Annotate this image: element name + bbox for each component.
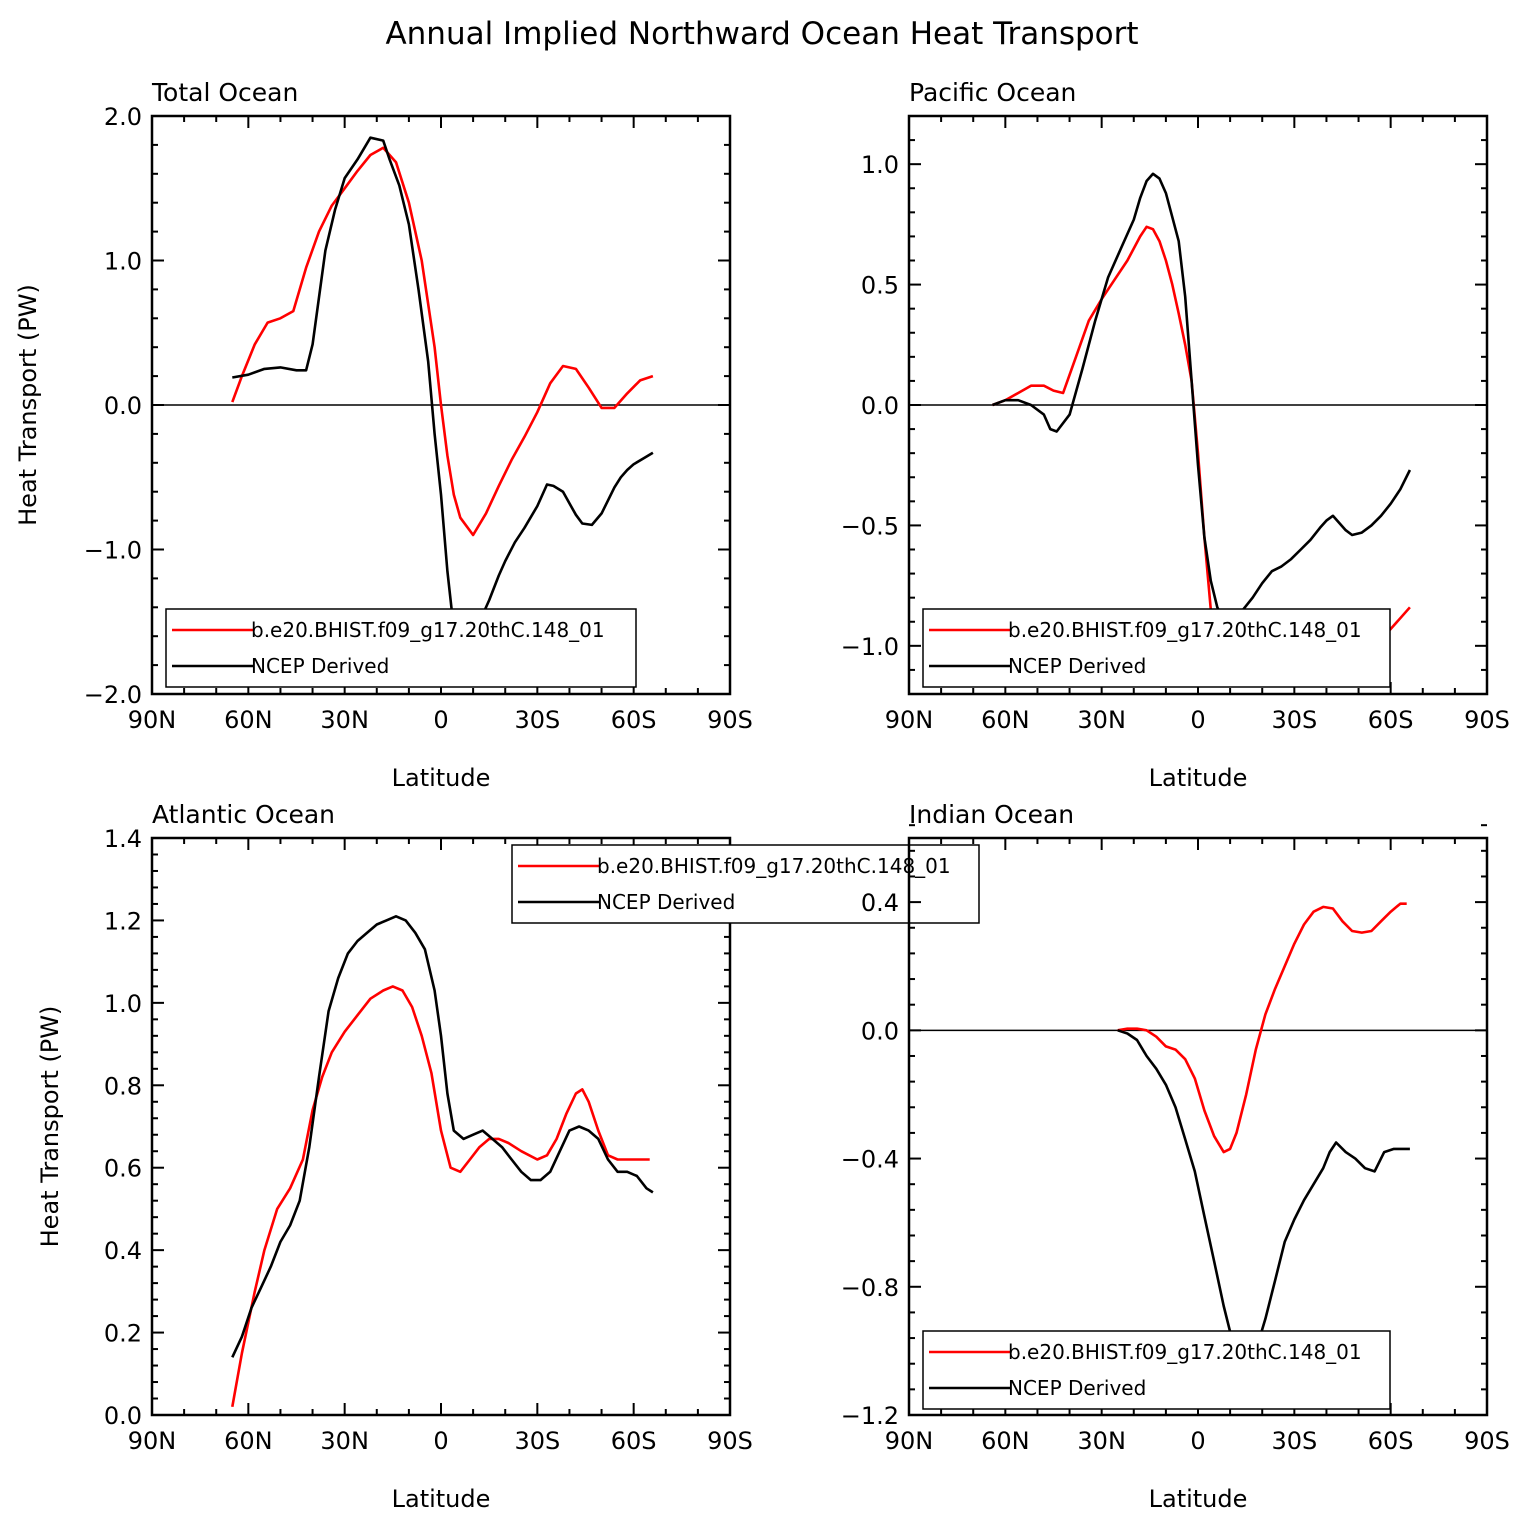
legend-label: NCEP Derived xyxy=(251,654,389,678)
legend-label: NCEP Derived xyxy=(1008,1376,1146,1400)
y-tick-label: −0.8 xyxy=(841,1274,899,1302)
y-axis-label: Heat Transport (PW) xyxy=(14,284,42,526)
y-tick-label: 0.8 xyxy=(104,1072,142,1100)
y-tick-label: 0.0 xyxy=(861,1017,899,1045)
x-axis-label: Latitude xyxy=(1149,764,1248,792)
legend: b.e20.BHIST.f09_g17.20thC.148_01 NCEP Der… xyxy=(511,844,980,924)
y-tick-label: −0.4 xyxy=(841,1146,899,1174)
panels: Total Ocean 90N 60N 30N 0 30S 60S 90S −2.0 −1.0 0.… xyxy=(14,78,1510,1513)
panel-indian-ocean: Indian Ocean 90N 60N 30N 0 30S 60S 90S −1.2 −0.8 −… xyxy=(841,800,1510,1513)
x-tick-label: 90N xyxy=(128,706,177,734)
y-tick-label: 0.6 xyxy=(104,1155,142,1183)
x-axis-label: Latitude xyxy=(392,764,491,792)
panel-atlantic-ocean: Atlantic Ocean 90N 60N 30N 0 30S 60S 90S 0.0 0.2 0… xyxy=(36,800,980,1513)
x-tick-label: 60S xyxy=(611,706,657,734)
x-tick-label: 90N xyxy=(885,1427,934,1455)
y-tick-label: 1.0 xyxy=(104,248,142,276)
legend-box xyxy=(922,1330,1391,1410)
y-tick-label: −0.5 xyxy=(841,512,899,540)
y-tick-label: 1.0 xyxy=(861,151,899,179)
series-line-ncep xyxy=(992,172,1412,626)
x-tick-label: 90S xyxy=(707,1427,753,1455)
legend: b.e20.BHIST.f09_g17.20thC.148_01 NCEP Der… xyxy=(922,608,1391,688)
legend: b.e20.BHIST.f09_g17.20thC.148_01 NCEP Der… xyxy=(922,1330,1391,1410)
legend-label: b.e20.BHIST.f09_g17.20thC.148_01 xyxy=(597,854,951,878)
x-tick-label: 30N xyxy=(1077,706,1126,734)
panel-total-ocean: Total Ocean 90N 60N 30N 0 30S 60S 90S −2.0 −1.0 0.… xyxy=(14,78,753,792)
y-tick-label: 0.0 xyxy=(104,1402,142,1430)
x-tick-label: 30N xyxy=(320,706,369,734)
y-tick-label: −1.0 xyxy=(84,537,142,565)
panel-title: Indian Ocean xyxy=(909,800,1074,829)
x-tick-label: 60N xyxy=(224,1427,273,1455)
x-tick-label: 90N xyxy=(885,706,934,734)
x-axis-label: Latitude xyxy=(392,1485,491,1513)
y-tick-label: 0.5 xyxy=(861,272,899,300)
series-line-ncep xyxy=(1117,1029,1410,1369)
x-tick-label: 30S xyxy=(514,1427,560,1455)
x-tick-label: 30S xyxy=(1271,1427,1317,1455)
y-axis-label: Heat Transport (PW) xyxy=(36,1006,64,1248)
y-tick-label: 0.2 xyxy=(104,1320,142,1348)
x-axis-label: Latitude xyxy=(1149,1485,1248,1513)
series-line-model xyxy=(1117,902,1407,1154)
x-tick-label: 60S xyxy=(1368,1427,1414,1455)
y-tick-label: 0.4 xyxy=(104,1237,142,1265)
x-tick-label: 30N xyxy=(1077,1427,1126,1455)
legend-label: b.e20.BHIST.f09_g17.20thC.148_01 xyxy=(1008,618,1362,642)
x-tick-label: 30S xyxy=(514,706,560,734)
legend: b.e20.BHIST.f09_g17.20thC.148_01 NCEP Der… xyxy=(165,608,637,688)
x-tick-label: 0 xyxy=(433,706,448,734)
x-tick-label: 90S xyxy=(707,706,753,734)
legend-label: b.e20.BHIST.f09_g17.20thC.148_01 xyxy=(1008,1340,1362,1364)
x-tick-label: 60N xyxy=(981,1427,1030,1455)
y-tick-label: 0.0 xyxy=(104,392,142,420)
panel-title: Pacific Ocean xyxy=(909,78,1076,107)
x-tick-label: 90S xyxy=(1464,1427,1510,1455)
y-tick-label: 1.2 xyxy=(104,907,142,935)
legend-box xyxy=(922,608,1391,688)
y-tick-label: 2.0 xyxy=(104,103,142,131)
panel-pacific-ocean: Pacific Ocean 90N 60N 30N 0 30S 60S 90S −1.0 −0.5… xyxy=(841,78,1510,792)
x-tick-label: 60N xyxy=(981,706,1030,734)
legend-box xyxy=(511,844,980,924)
legend-label: NCEP Derived xyxy=(1008,654,1146,678)
x-tick-label: 60S xyxy=(611,1427,657,1455)
panel-title: Atlantic Ocean xyxy=(152,800,335,829)
x-tick-label: 0 xyxy=(1190,1427,1205,1455)
x-tick-label: 60N xyxy=(224,706,273,734)
x-tick-label: 60S xyxy=(1368,706,1414,734)
y-tick-label: 1.4 xyxy=(104,825,142,853)
x-tick-label: 90N xyxy=(128,1427,177,1455)
plot-frame xyxy=(907,836,1489,1417)
panel-title: Total Ocean xyxy=(151,78,298,107)
x-tick-label: 90S xyxy=(1464,706,1510,734)
x-tick-label: 0 xyxy=(433,1427,448,1455)
y-tick-label: 0.0 xyxy=(861,392,899,420)
x-tick-label: 30N xyxy=(320,1427,369,1455)
series-line-model xyxy=(231,985,650,1408)
y-tick-label: 0.4 xyxy=(861,889,899,917)
legend-box xyxy=(165,608,637,688)
y-tick-label: −2.0 xyxy=(84,681,142,709)
series-line-model xyxy=(231,146,654,537)
legend-label: NCEP Derived xyxy=(597,890,735,914)
y-tick-label: −1.2 xyxy=(841,1402,899,1430)
series-line-ncep xyxy=(232,136,654,650)
figure-title: Annual Implied Northward Ocean Heat Tran… xyxy=(385,16,1138,52)
y-tick-label: −1.0 xyxy=(841,633,899,661)
legend-label: b.e20.BHIST.f09_g17.20thC.148_01 xyxy=(251,618,605,642)
series-line-model xyxy=(992,225,1411,676)
x-tick-label: 30S xyxy=(1271,706,1317,734)
series-line-ncep xyxy=(231,915,654,1358)
y-tick-label: 1.0 xyxy=(104,990,142,1018)
x-tick-label: 0 xyxy=(1190,706,1205,734)
